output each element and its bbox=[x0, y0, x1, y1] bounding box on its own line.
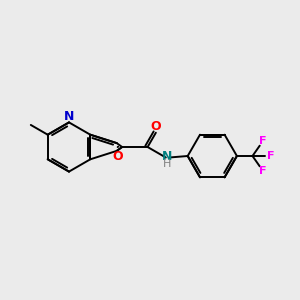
Text: F: F bbox=[259, 136, 267, 146]
Text: N: N bbox=[64, 110, 74, 124]
Text: F: F bbox=[259, 166, 267, 176]
Text: H: H bbox=[163, 159, 172, 169]
Text: O: O bbox=[112, 150, 123, 164]
Text: O: O bbox=[151, 120, 161, 133]
Text: N: N bbox=[162, 149, 172, 163]
Text: F: F bbox=[267, 151, 274, 161]
